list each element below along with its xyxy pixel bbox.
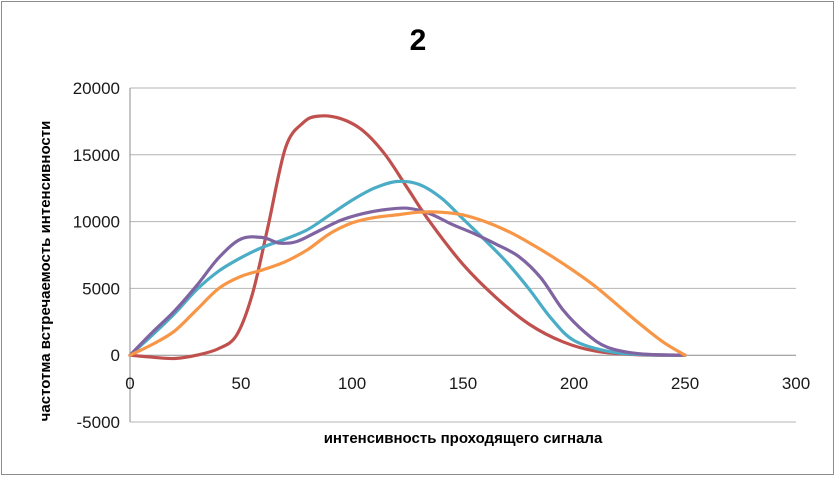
y-tick-label: 10000 (73, 213, 120, 232)
x-axis-title: интенсивность проходящего сигнала (324, 430, 603, 447)
y-axis-title: частотма встречаемость интенсивности (37, 121, 54, 422)
chart-title: 2 (410, 24, 427, 57)
grid-layer (129, 87, 796, 423)
series-line-1 (128, 114, 687, 361)
x-tick-label: 300 (782, 374, 810, 393)
x-tick-label: 50 (232, 374, 251, 393)
series-line-2 (128, 179, 687, 357)
x-tick-label: 200 (560, 374, 588, 393)
x-tick-label: 150 (449, 374, 477, 393)
x-tick-label: 250 (671, 374, 699, 393)
y-tick-label: 0 (111, 346, 120, 365)
series-layer (128, 114, 687, 361)
y-axis-ticks: -5000 0 5000 10000 15000 20000 (73, 79, 120, 432)
y-tick-label: 15000 (73, 146, 120, 165)
x-tick-label: 0 (125, 374, 134, 393)
series-line-4 (128, 210, 687, 357)
y-tick-label: -5000 (77, 413, 120, 432)
x-axis-ticks: 0 50 100 150 200 250 300 (125, 374, 810, 393)
x-tick-label: 100 (338, 374, 366, 393)
y-tick-label: 20000 (73, 79, 120, 98)
series-line-3 (128, 206, 687, 357)
y-tick-label: 5000 (82, 279, 120, 298)
